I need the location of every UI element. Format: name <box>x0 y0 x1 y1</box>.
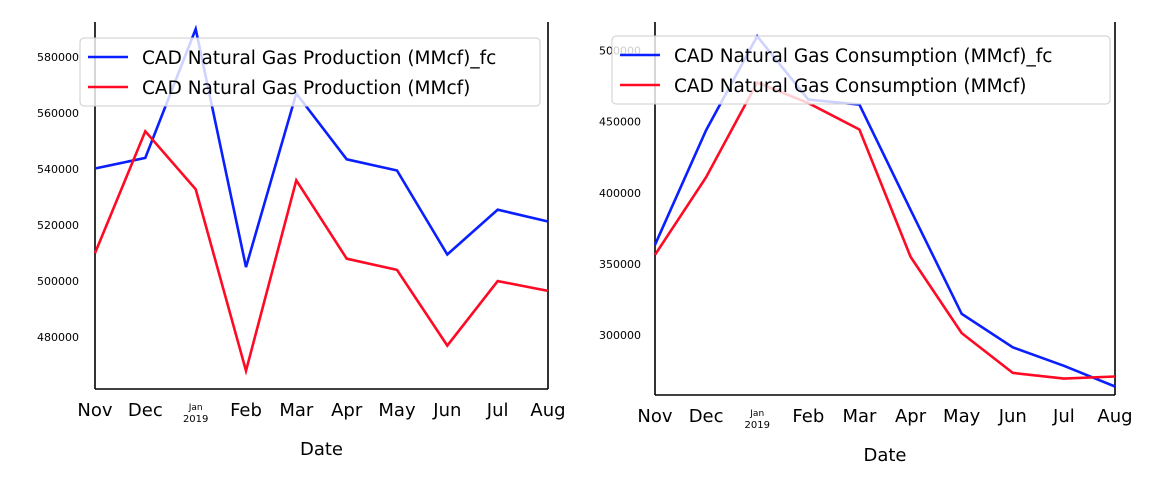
legend-entry-label: CAD Natural Gas Production (MMcf) <box>142 78 470 99</box>
legend-entry-label: CAD Natural Gas Consumption (MMcf) <box>674 76 1026 97</box>
x-tick-label: May <box>378 400 416 421</box>
x-tick-label: Apr <box>331 400 363 421</box>
legend-entry-label: CAD Natural Gas Consumption (MMcf)_fc <box>674 46 1052 67</box>
y-tick-label: 540000 <box>37 163 79 176</box>
y-tick-label: 450000 <box>599 116 641 129</box>
x-tick-label: Jan <box>188 403 203 413</box>
series-line-2 <box>653 80 1116 380</box>
x-tick-label: Dec <box>689 406 724 427</box>
x-tick-label: Aug <box>530 400 565 421</box>
x-tick-label: Nov <box>77 400 112 421</box>
x-axis-title: Date <box>300 439 343 460</box>
x-tick-label: Jun <box>998 406 1027 427</box>
x-axis-title: Date <box>863 445 906 466</box>
series-line-2 <box>93 128 549 376</box>
chart-panel-1: 480000 500000 520000 540000 560000 580000 Nov D… <box>37 22 566 460</box>
x-tick-label: Feb <box>792 406 824 427</box>
y-tick-label: 350000 <box>599 258 641 271</box>
legend-box <box>611 35 1111 105</box>
y-tick-label: 560000 <box>37 107 79 120</box>
y-tick-label: 520000 <box>37 219 79 232</box>
x-tick-label: Nov <box>637 406 672 427</box>
y-tick-label: 500000 <box>37 275 79 288</box>
legend-box <box>79 37 541 107</box>
x-tick-label: Jun <box>432 400 461 421</box>
y-tick-label: 400000 <box>599 187 641 200</box>
y-tick-label: 580000 <box>37 51 79 64</box>
y-tick-label: 480000 <box>37 331 79 344</box>
x-tick-label: Jan <box>749 409 764 419</box>
x-tick-label: Jul <box>486 400 509 421</box>
x-tick-label: Jul <box>1052 406 1075 427</box>
x-tick-label: Feb <box>230 400 262 421</box>
legend-entry-label: CAD Natural Gas Production (MMcf)_fc <box>142 48 496 69</box>
x-tick-label: Dec <box>128 400 163 421</box>
y-tick-label: 300000 <box>599 329 641 342</box>
chart-panel-2: 300000350000400000450000500000NovDecJan2… <box>599 22 1133 466</box>
x-tick-year-label: 2019 <box>744 420 769 431</box>
x-tick-label: Aug <box>1097 406 1132 427</box>
legend: CAD Natural Gas Consumption (MMcf)_fc CAD… <box>611 35 1111 105</box>
legend: CAD Natural Gas Production (MMcf)_fc CAD … <box>79 37 541 107</box>
x-tick-label: May <box>943 406 981 427</box>
x-tick-label: Mar <box>279 400 314 421</box>
x-tick-year-label: 2019 <box>183 414 208 425</box>
x-tick-label: Apr <box>895 406 927 427</box>
x-tick-label: Mar <box>842 406 877 427</box>
